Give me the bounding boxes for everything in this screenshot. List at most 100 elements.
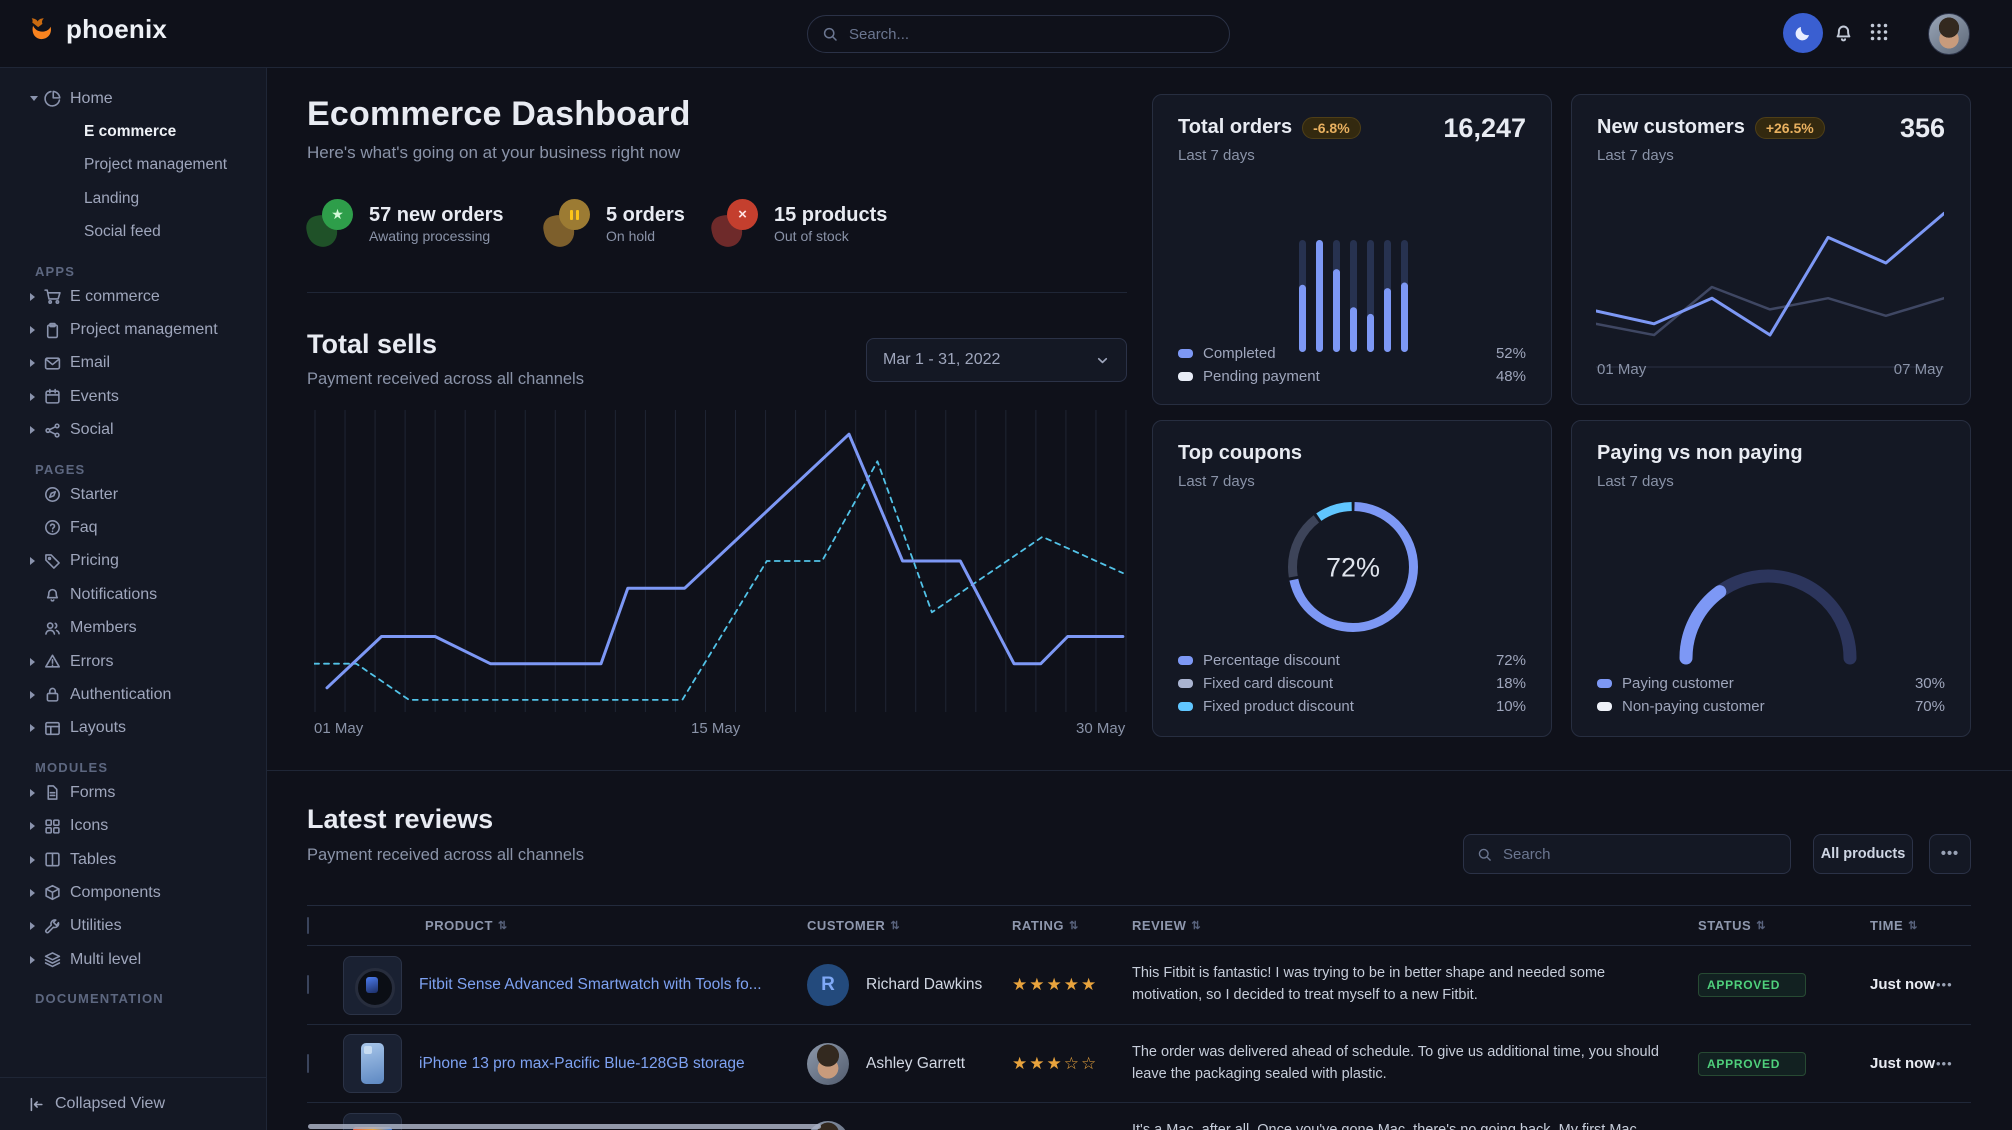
legend-swatch — [1178, 349, 1193, 358]
card-title: Top coupons — [1178, 442, 1303, 464]
column-header-status[interactable]: STATUS ⇅ — [1698, 918, 1766, 933]
sidebar-item-errors[interactable]: Errors — [0, 645, 266, 678]
cart-icon — [44, 288, 70, 305]
sidebar-item-starter[interactable]: Starter — [0, 478, 266, 511]
global-search-input[interactable] — [847, 24, 1215, 44]
collapse-sidebar-button[interactable]: Collapsed View — [0, 1077, 266, 1130]
sidebar-subitem-landing[interactable]: Landing — [84, 189, 140, 207]
sidebar-item-e-commerce[interactable]: E commerce — [0, 280, 266, 313]
apps-grid-icon[interactable] — [1869, 22, 1889, 42]
sidebar-item-home[interactable]: Home — [0, 82, 266, 115]
sidebar-item-project-management[interactable]: Project management — [0, 313, 266, 346]
calendar-icon — [44, 388, 70, 405]
sort-icon[interactable]: ⇅ — [1756, 920, 1766, 932]
legend-item: Paying customer 30% — [1597, 672, 1945, 695]
share-icon — [44, 422, 70, 439]
row-menu-button[interactable]: ••• — [1936, 977, 1953, 992]
main-content: Ecommerce Dashboard Here's what's going … — [266, 67, 2012, 1130]
search-icon — [1477, 847, 1492, 862]
legend-label: Fixed card discount — [1203, 675, 1334, 692]
latest-reviews-subtitle: Payment received across all channels — [307, 846, 584, 864]
customer-name: Richard Dawkins — [866, 976, 983, 993]
legend-item: Pending payment 48% — [1178, 365, 1526, 388]
global-search[interactable] — [807, 15, 1230, 53]
sidebar-item-authentication[interactable]: Authentication — [0, 678, 266, 711]
card-title: Total orders — [1178, 116, 1293, 138]
column-header-time[interactable]: TIME ⇅ — [1870, 918, 1918, 933]
caret-right-icon — [30, 690, 44, 699]
top-navbar: phoenix — [0, 0, 2012, 68]
legend-label: Fixed product discount — [1203, 698, 1354, 715]
card-period: Last 7 days — [1178, 147, 1255, 164]
sidebar-item-label: Home — [70, 89, 113, 107]
legend-value: 70% — [1914, 698, 1945, 715]
sidebar-item-notifications[interactable]: Notifications — [0, 578, 266, 611]
all-products-button[interactable]: All products — [1813, 834, 1913, 874]
sidebar-item-icons[interactable]: Icons — [0, 809, 266, 842]
reviews-search-input[interactable] — [1501, 844, 1777, 864]
brand-name: phoenix — [66, 14, 168, 44]
sidebar-item-events[interactable]: Events — [0, 380, 266, 413]
product-link[interactable]: Fitbit Sense Advanced Smartwatch with To… — [419, 976, 762, 993]
column-header-rating[interactable]: RATING ⇅ — [1012, 918, 1079, 933]
product-link[interactable]: iPhone 13 pro max-Pacific Blue-128GB sto… — [419, 1054, 745, 1072]
column-header-review[interactable]: REVIEW ⇅ — [1132, 918, 1202, 933]
sidebar-subitem-project-management[interactable]: Project management — [84, 156, 228, 174]
sidebar-item-components[interactable]: Components — [0, 876, 266, 909]
sidebar-item-members[interactable]: Members — [0, 611, 266, 644]
new-customers-line-chart — [1596, 195, 1944, 373]
caret-right-icon — [30, 359, 44, 368]
column-header-customer[interactable]: CUSTOMER ⇅ — [807, 918, 901, 933]
stat-out-of-stock: × 15 products Out of stock — [709, 197, 887, 250]
sidebar-subitem-e-commerce[interactable]: E commerce — [84, 123, 177, 141]
table-horizontal-scrollbar[interactable] — [308, 1124, 821, 1129]
date-range-select[interactable]: Mar 1 - 31, 2022 — [866, 338, 1127, 382]
sidebar-item-label: Authentication — [70, 685, 172, 703]
reviews-search[interactable] — [1463, 834, 1791, 874]
caret-right-icon — [30, 922, 44, 931]
sidebar-item-social[interactable]: Social — [0, 414, 266, 447]
select-all-checkbox[interactable] — [307, 917, 309, 934]
table-menu-button[interactable]: ••• — [1929, 834, 1971, 874]
sidebar-item-pricing[interactable]: Pricing — [0, 545, 266, 578]
legend-label: Non-paying customer — [1622, 698, 1765, 715]
sidebar-item-faq[interactable]: Faq — [0, 511, 266, 544]
sort-icon[interactable]: ⇅ — [1068, 920, 1079, 932]
sidebar-item-layouts[interactable]: Layouts — [0, 712, 266, 745]
notifications-bell-icon[interactable] — [1833, 22, 1854, 43]
sidebar-subitem-social-feed[interactable]: Social feed — [84, 223, 161, 241]
sort-icon[interactable]: ⇅ — [497, 920, 508, 932]
legend-value: 10% — [1495, 698, 1526, 715]
sort-icon[interactable]: ⇅ — [1191, 920, 1202, 932]
customer-avatar[interactable] — [807, 1042, 849, 1085]
row-checkbox[interactable] — [307, 975, 309, 994]
paying-vs-nonpaying-card: Paying vs non paying Last 7 days Paying … — [1571, 420, 1971, 737]
tag-icon — [44, 553, 70, 570]
sidebar-item-utilities[interactable]: Utilities — [0, 910, 266, 943]
sidebar-item-forms[interactable]: Forms — [0, 776, 266, 809]
customer-avatar[interactable]: R — [807, 964, 849, 1006]
section-divider — [266, 770, 2012, 771]
product-image[interactable] — [343, 955, 402, 1015]
sort-icon[interactable]: ⇅ — [890, 920, 901, 932]
row-menu-button[interactable]: ••• — [1936, 1055, 1953, 1071]
sidebar-item-label: Email — [70, 354, 111, 372]
column-header-product[interactable]: PRODUCT ⇅ — [425, 918, 508, 933]
brand-logo[interactable]: phoenix — [27, 14, 167, 45]
stat-on-hold: 5 orders On hold — [541, 197, 685, 250]
product-image[interactable] — [343, 1034, 402, 1093]
sidebar-item-label: Tables — [70, 850, 117, 868]
caret-right-icon — [30, 326, 44, 335]
sidebar-item-email[interactable]: Email — [0, 347, 266, 380]
theme-toggle-button[interactable] — [1783, 13, 1823, 53]
sidebar-item-multi-level[interactable]: Multi level — [0, 943, 266, 976]
legend: Completed 52% Pending payment 48% — [1178, 342, 1526, 388]
sidebar-section-label: DOCUMENTATION — [35, 991, 164, 1007]
sort-icon[interactable]: ⇅ — [1908, 920, 1918, 932]
user-avatar[interactable] — [1928, 13, 1970, 55]
row-checkbox[interactable] — [307, 1053, 309, 1073]
caret-right-icon — [30, 292, 44, 301]
columns-icon — [44, 851, 70, 868]
customer-avatar[interactable] — [807, 1121, 849, 1130]
sidebar-item-tables[interactable]: Tables — [0, 843, 266, 876]
